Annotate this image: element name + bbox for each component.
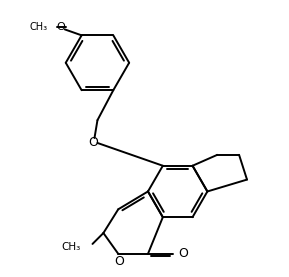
Text: O: O <box>114 255 124 268</box>
Text: O: O <box>88 137 99 150</box>
Text: O: O <box>56 22 65 32</box>
Text: CH₃: CH₃ <box>30 22 48 32</box>
Text: CH₃: CH₃ <box>61 242 81 252</box>
Text: O: O <box>179 247 188 260</box>
